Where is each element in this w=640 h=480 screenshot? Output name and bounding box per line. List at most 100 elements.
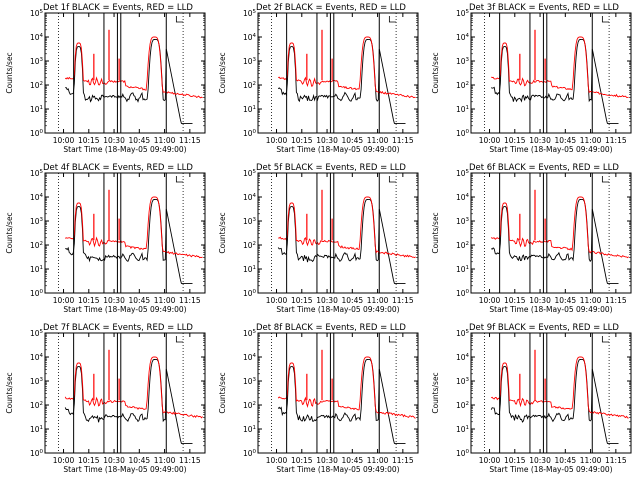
y-tick-label: 101	[456, 105, 469, 114]
panel-det-7f: Det 7f BLACK = Events, RED = LLD 100 101 10…	[0, 320, 213, 480]
y-tick-label: 105	[456, 329, 470, 338]
panel-svg: Det 8f BLACK = Events, RED = LLD 100 101 10…	[218, 323, 419, 474]
x-tick-label: 11:00	[154, 456, 176, 465]
y-tick-label: 104	[243, 33, 257, 42]
panel-title: Det 1f BLACK = Events, RED = LLD	[43, 3, 193, 13]
series-line-lld	[277, 356, 416, 419]
y-tick-label: 100	[30, 289, 44, 298]
x-tick-label: 11:15	[179, 296, 201, 305]
plot-frame	[470, 172, 632, 294]
x-tick-label: 10:45	[342, 136, 364, 145]
y-axis-label: Counts/sec	[218, 372, 227, 413]
x-axis-label: Start Time (18-May-05 09:49:00)	[489, 305, 612, 314]
x-tick-label: 10:45	[342, 296, 364, 305]
y-tick-label: 102	[456, 241, 469, 250]
panel-det-3f: Det 3f BLACK = Events, RED = LLD 100 101 10…	[426, 0, 639, 160]
panel-title: Det 4f BLACK = Events, RED = LLD	[43, 163, 193, 173]
panel-svg: Det 1f BLACK = Events, RED = LLD 100 101 10…	[5, 3, 206, 154]
panel-det-5f: Det 5f BLACK = Events, RED = LLD 100 101 10…	[213, 160, 426, 320]
y-tick-label: 101	[30, 265, 43, 274]
y-tick-label: 104	[456, 33, 470, 42]
x-tick-label: 10:30	[316, 456, 338, 465]
x-axis-label: Start Time (18-May-05 09:49:00)	[276, 145, 399, 154]
x-tick-label: 10:15	[78, 296, 100, 305]
panel-svg: Det 3f BLACK = Events, RED = LLD 100 101 10…	[431, 3, 632, 154]
series-line-lld	[64, 196, 203, 259]
x-tick-label: 10:45	[555, 296, 577, 305]
panel-title: Det 7f BLACK = Events, RED = LLD	[43, 323, 193, 333]
x-axis-label: Start Time (18-May-05 09:49:00)	[63, 145, 186, 154]
y-tick-label: 100	[243, 449, 257, 458]
plot-frame	[470, 12, 632, 134]
series-line-lld	[278, 196, 416, 259]
bracket-marker	[175, 176, 184, 183]
x-tick-label: 10:45	[342, 456, 364, 465]
x-tick-label: 10:45	[555, 456, 577, 465]
y-tick-label: 101	[243, 105, 256, 114]
y-tick-label: 102	[243, 241, 256, 250]
y-tick-label: 105	[30, 9, 44, 18]
y-tick-label: 104	[456, 353, 470, 362]
y-tick-label: 102	[30, 241, 43, 250]
x-tick-label: 10:00	[479, 456, 501, 465]
y-axis-label: Counts/sec	[431, 52, 440, 93]
x-tick-label: 10:30	[103, 296, 125, 305]
x-tick-label: 10:45	[129, 456, 151, 465]
panel-title: Det 6f BLACK = Events, RED = LLD	[469, 163, 619, 173]
x-tick-label: 10:15	[291, 136, 313, 145]
series-line-events	[490, 198, 619, 284]
panel-svg: Det 7f BLACK = Events, RED = LLD 100 101 10…	[5, 323, 206, 474]
y-tick-label: 104	[30, 193, 44, 202]
y-tick-label: 105	[243, 169, 257, 178]
x-axis-label: Start Time (18-May-05 09:49:00)	[276, 305, 399, 314]
y-tick-label: 103	[30, 377, 44, 386]
series-line-events	[277, 38, 406, 124]
y-tick-label: 102	[30, 401, 43, 410]
y-tick-label: 100	[30, 129, 44, 138]
x-tick-label: 10:00	[53, 136, 75, 145]
panel-title: Det 9f BLACK = Events, RED = LLD	[469, 323, 619, 333]
series-line-lld	[64, 356, 203, 419]
series-line-events	[65, 38, 193, 124]
plot-frame	[257, 332, 419, 454]
x-tick-label: 10:00	[479, 136, 501, 145]
bracket-marker	[601, 16, 610, 23]
series-line-lld	[278, 36, 416, 99]
plot-frame	[257, 172, 419, 294]
y-tick-label: 104	[243, 353, 257, 362]
panel-svg: Det 6f BLACK = Events, RED = LLD 100 101 10…	[431, 163, 632, 314]
x-tick-label: 11:00	[367, 136, 389, 145]
x-tick-label: 10:45	[555, 136, 577, 145]
x-tick-label: 10:30	[316, 296, 338, 305]
y-tick-label: 105	[243, 329, 257, 338]
x-tick-label: 11:00	[154, 136, 176, 145]
y-tick-label: 102	[456, 401, 469, 410]
y-tick-label: 103	[456, 217, 470, 226]
x-tick-label: 11:00	[367, 456, 389, 465]
panel-svg: Det 9f BLACK = Events, RED = LLD 100 101 10…	[431, 323, 632, 474]
y-tick-label: 101	[243, 265, 256, 274]
panel-det-8f: Det 8f BLACK = Events, RED = LLD 100 101 10…	[213, 320, 426, 480]
x-axis-label: Start Time (18-May-05 09:49:00)	[63, 465, 186, 474]
y-axis-label: Counts/sec	[431, 372, 440, 413]
series-line-events	[64, 358, 193, 444]
x-tick-label: 10:15	[504, 136, 526, 145]
plot-frame	[44, 172, 206, 294]
x-tick-label: 10:15	[78, 456, 100, 465]
panel-det-1f: Det 1f BLACK = Events, RED = LLD 100 101 10…	[0, 0, 213, 160]
y-tick-label: 104	[456, 193, 470, 202]
bracket-marker	[388, 336, 397, 343]
panel-title: Det 5f BLACK = Events, RED = LLD	[256, 163, 406, 173]
bracket-marker	[601, 336, 610, 343]
panel-det-9f: Det 9f BLACK = Events, RED = LLD 100 101 10…	[426, 320, 639, 480]
panel-det-2f: Det 2f BLACK = Events, RED = LLD 100 101 10…	[213, 0, 426, 160]
x-tick-label: 11:15	[392, 136, 414, 145]
x-axis-label: Start Time (18-May-05 09:49:00)	[489, 465, 612, 474]
y-tick-label: 103	[243, 377, 257, 386]
y-tick-label: 105	[243, 9, 257, 18]
y-tick-label: 102	[243, 401, 256, 410]
y-tick-label: 100	[30, 449, 44, 458]
x-tick-label: 10:45	[129, 136, 151, 145]
y-tick-label: 100	[456, 289, 470, 298]
